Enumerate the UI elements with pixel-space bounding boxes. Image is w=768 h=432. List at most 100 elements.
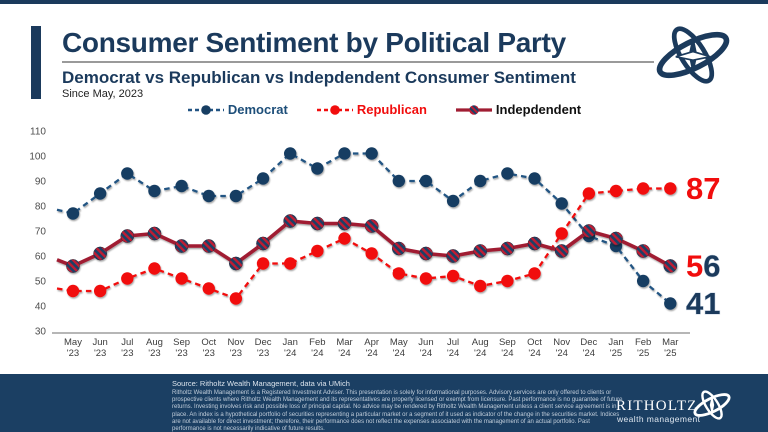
- x-tick-label: Oct '24: [527, 337, 542, 359]
- x-tick-label: Jun '24: [418, 337, 433, 359]
- legend-label: Republican: [356, 102, 427, 117]
- data-point: [284, 147, 297, 160]
- data-point: [555, 197, 568, 210]
- footer: Source: Ritholtz Wealth Management, data…: [0, 374, 768, 432]
- data-point: [365, 247, 378, 260]
- data-point: [582, 187, 596, 200]
- data-point: [202, 189, 215, 203]
- y-tick-label: 80: [35, 202, 47, 213]
- data-point: [311, 244, 324, 258]
- x-tick-label: Aug '23: [146, 337, 163, 359]
- x-tick-label: Mar '25: [662, 337, 678, 359]
- data-point: [175, 179, 188, 193]
- data-point: [365, 147, 378, 160]
- series-republican: [56, 182, 677, 305]
- data-point: [229, 292, 243, 305]
- data-point: [175, 272, 188, 285]
- data-point: [66, 284, 80, 298]
- x-tick-label: Jul '24: [447, 337, 459, 359]
- x-tick-label: Dec '24: [580, 337, 597, 359]
- x-tick-label: Jan '24: [283, 337, 298, 359]
- y-axis-ticks: 110 100 90 80 70 60 50 40 30: [29, 127, 46, 338]
- legend-marker-icon: [187, 104, 224, 115]
- data-point: [419, 174, 433, 188]
- x-tick-label: Aug '24: [472, 337, 489, 359]
- data-point: [229, 189, 243, 203]
- data-point: [121, 272, 134, 285]
- x-tick-label: Jul '23: [121, 337, 133, 359]
- series-line: [56, 187, 671, 300]
- end-value-label: 56: [686, 249, 721, 284]
- top-accent-strip: [0, 0, 768, 4]
- data-point: [120, 229, 135, 243]
- data-point: [310, 216, 325, 231]
- y-tick-label: 30: [35, 327, 47, 338]
- data-point: [338, 232, 351, 245]
- legend-item-democrat: Democrat: [187, 102, 288, 117]
- x-tick-label: May '24: [390, 337, 408, 359]
- x-tick-label: Feb '25: [635, 337, 651, 359]
- data-point: [664, 182, 677, 195]
- legend-item-republican: Republican: [316, 102, 427, 117]
- y-tick-label: 50: [35, 277, 47, 288]
- page-title: Consumer Sentiment by Political Party: [62, 27, 566, 58]
- x-tick-label: Oct '23: [201, 337, 216, 359]
- data-point: [664, 297, 677, 310]
- brand-tagline: wealth management: [617, 414, 701, 424]
- data-point: [474, 174, 487, 188]
- y-tick-label: 40: [35, 302, 47, 313]
- data-point: [473, 244, 488, 258]
- data-point: [419, 272, 433, 285]
- ritholtz-globe-icon-footer: [693, 390, 731, 420]
- data-point: [364, 219, 379, 233]
- data-point: [174, 239, 189, 253]
- data-point: [256, 236, 270, 251]
- data-point: [229, 256, 243, 271]
- legend-item-indepdendent: Indepdendent: [455, 102, 581, 117]
- data-point: [582, 224, 596, 238]
- x-tick-label: Jun '23: [92, 337, 107, 359]
- data-point: [446, 249, 460, 263]
- x-tick-label: Jan '25: [608, 337, 623, 359]
- title-divider: [62, 61, 654, 63]
- data-point: [256, 257, 270, 270]
- data-point: [527, 236, 542, 251]
- x-axis-ticks: May '23 Jun '23 Jul '23 Aug '23 Sep '23 Oct '23 Nov '…: [64, 337, 678, 359]
- data-point: [528, 172, 541, 185]
- data-point: [392, 267, 405, 280]
- data-point: [338, 147, 351, 160]
- data-point: [419, 246, 433, 261]
- data-point: [609, 184, 623, 198]
- data-point: [202, 282, 215, 295]
- series-line: [56, 219, 672, 268]
- data-point: [66, 259, 80, 273]
- data-point: [256, 172, 270, 185]
- x-tick-label: Nov '24: [553, 337, 570, 359]
- title-accent-bar: [31, 26, 41, 99]
- series-indepdendent: [56, 214, 678, 273]
- ritholtz-globe-icon: [656, 26, 730, 84]
- data-point: [636, 244, 651, 258]
- data-point: [446, 269, 460, 283]
- legend-marker-icon: [455, 104, 492, 115]
- sentiment-line-chart: 110 100 90 80 70 60 50 40 30 May '23 Jun '23 Jul '23 Au…: [29, 127, 722, 360]
- data-point: [636, 182, 650, 195]
- x-tick-label: Feb '24: [309, 337, 325, 359]
- data-point: [391, 241, 406, 256]
- data-point: [148, 184, 161, 198]
- data-point: [528, 267, 541, 280]
- data-point: [555, 227, 568, 240]
- data-point: [663, 259, 678, 273]
- x-tick-label: Sep '23: [173, 337, 190, 359]
- chart-area: 110 100 90 80 70 60 50 40 30 May '23 Jun '23 Jul '23 Au…: [0, 125, 768, 372]
- since-label: Since May, 2023: [62, 88, 144, 100]
- data-point: [93, 284, 107, 298]
- y-tick-label: 110: [30, 127, 46, 138]
- end-value-label: 87: [686, 171, 721, 206]
- data-point: [554, 244, 569, 258]
- brand-name: RITHOLTZ: [616, 398, 698, 414]
- y-tick-label: 60: [35, 252, 47, 263]
- source-note: Source: Ritholtz Wealth Management, data…: [172, 379, 350, 388]
